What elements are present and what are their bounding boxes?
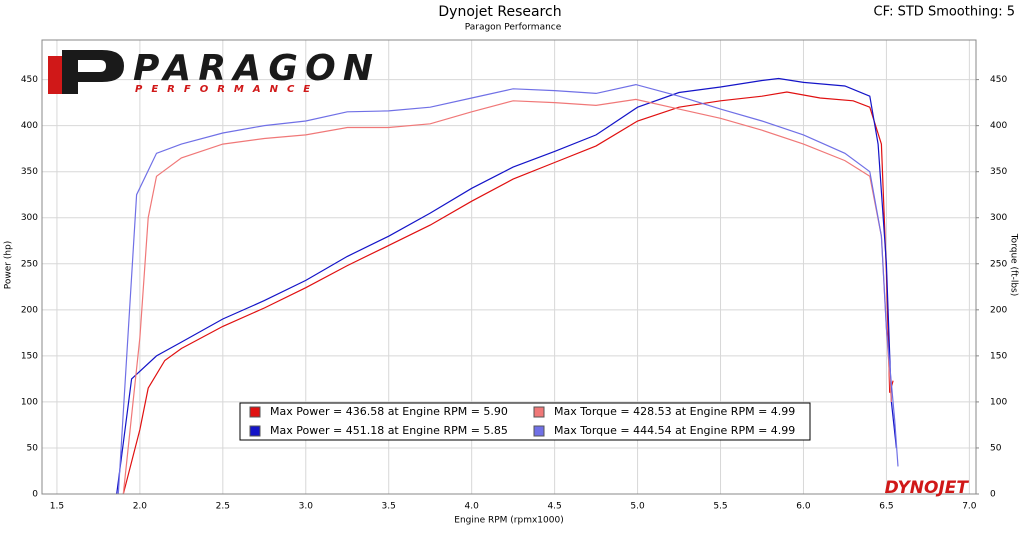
legend-label: Max Power = 436.58 at Engine RPM = 5.90 [270,405,508,418]
legend-swatch [249,425,261,437]
y2-tick-label: 0 [990,490,996,500]
x-tick-label: 3.5 [382,502,396,512]
y2-tick-label: 350 [990,167,1007,177]
chart-title: Dynojet Research [438,4,561,20]
logo-subtitle: PERFORMANCE [135,84,319,95]
x-tick-label: 2.0 [133,502,148,512]
legend-swatch [533,425,545,437]
x-tick-label: 1.5 [50,502,64,512]
y-axis-label: Power (hp) [4,241,14,290]
x-tick-label: 4.5 [547,502,561,512]
logo-mark [62,50,124,94]
y-tick-label: 100 [21,397,38,407]
series-line [116,77,897,495]
y2-tick-label: 300 [990,213,1007,223]
y-tick-label: 450 [21,75,38,85]
x-tick-label: 3.0 [299,502,314,512]
y-tick-label: 400 [21,121,38,131]
y-tick-label: 200 [21,305,38,315]
x-tick-label: 5.5 [713,502,727,512]
chart-subtitle: Paragon Performance [465,23,562,33]
legend-label: Max Torque = 428.53 at Engine RPM = 4.99 [554,405,795,418]
legend-box [239,402,811,441]
y-tick-label: 150 [21,351,38,361]
plot-lines [116,77,899,495]
y-tick-label: 0 [32,490,38,500]
logo: PARAGON PERFORMANCE [48,48,373,95]
logo-text: PARAGON [133,48,373,89]
y2-tick-label: 50 [990,443,1002,453]
legend: Max Power = 436.58 at Engine RPM = 5.90 M… [239,402,811,441]
plot-border [41,39,977,495]
series-line [122,91,894,495]
y-tick-label: 300 [21,213,38,223]
legend-label: Max Power = 451.18 at Engine RPM = 5.85 [270,424,508,437]
y-tick-label: 250 [21,259,38,269]
y2-tick-label: 100 [990,397,1007,407]
legend-label: Max Torque = 444.54 at Engine RPM = 4.99 [554,424,795,437]
y2-tick-label: 400 [990,121,1007,131]
correction-info: CF: STD Smoothing: 5 [874,5,1015,20]
y-tick-label: 350 [21,167,38,177]
x-tick-label: 4.0 [465,502,480,512]
y2-tick-label: 250 [990,259,1007,269]
legend-swatch [533,406,545,418]
logo-accent [48,56,62,94]
y2-axis-label: Torque (ft-lbs) [1009,233,1019,297]
x-tick-label: 2.5 [216,502,230,512]
series-line [122,98,892,495]
x-axis-label: Engine RPM (rpmx1000) [454,516,563,526]
y2-tick-label: 450 [990,75,1007,85]
legend-swatch [249,406,261,418]
x-tick-label: 5.0 [630,502,645,512]
y-tick-label: 50 [27,443,39,453]
brand: DYNOJET [885,478,970,498]
x-tick-label: 7.0 [962,502,977,512]
x-tick-label: 6.5 [879,502,893,512]
y2-tick-label: 200 [990,305,1007,315]
series-line [117,83,899,495]
x-tick-label: 6.0 [796,502,811,512]
y2-tick-label: 150 [990,351,1007,361]
